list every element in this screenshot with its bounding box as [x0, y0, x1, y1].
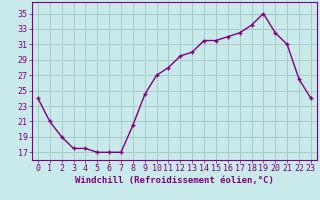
X-axis label: Windchill (Refroidissement éolien,°C): Windchill (Refroidissement éolien,°C): [75, 176, 274, 185]
